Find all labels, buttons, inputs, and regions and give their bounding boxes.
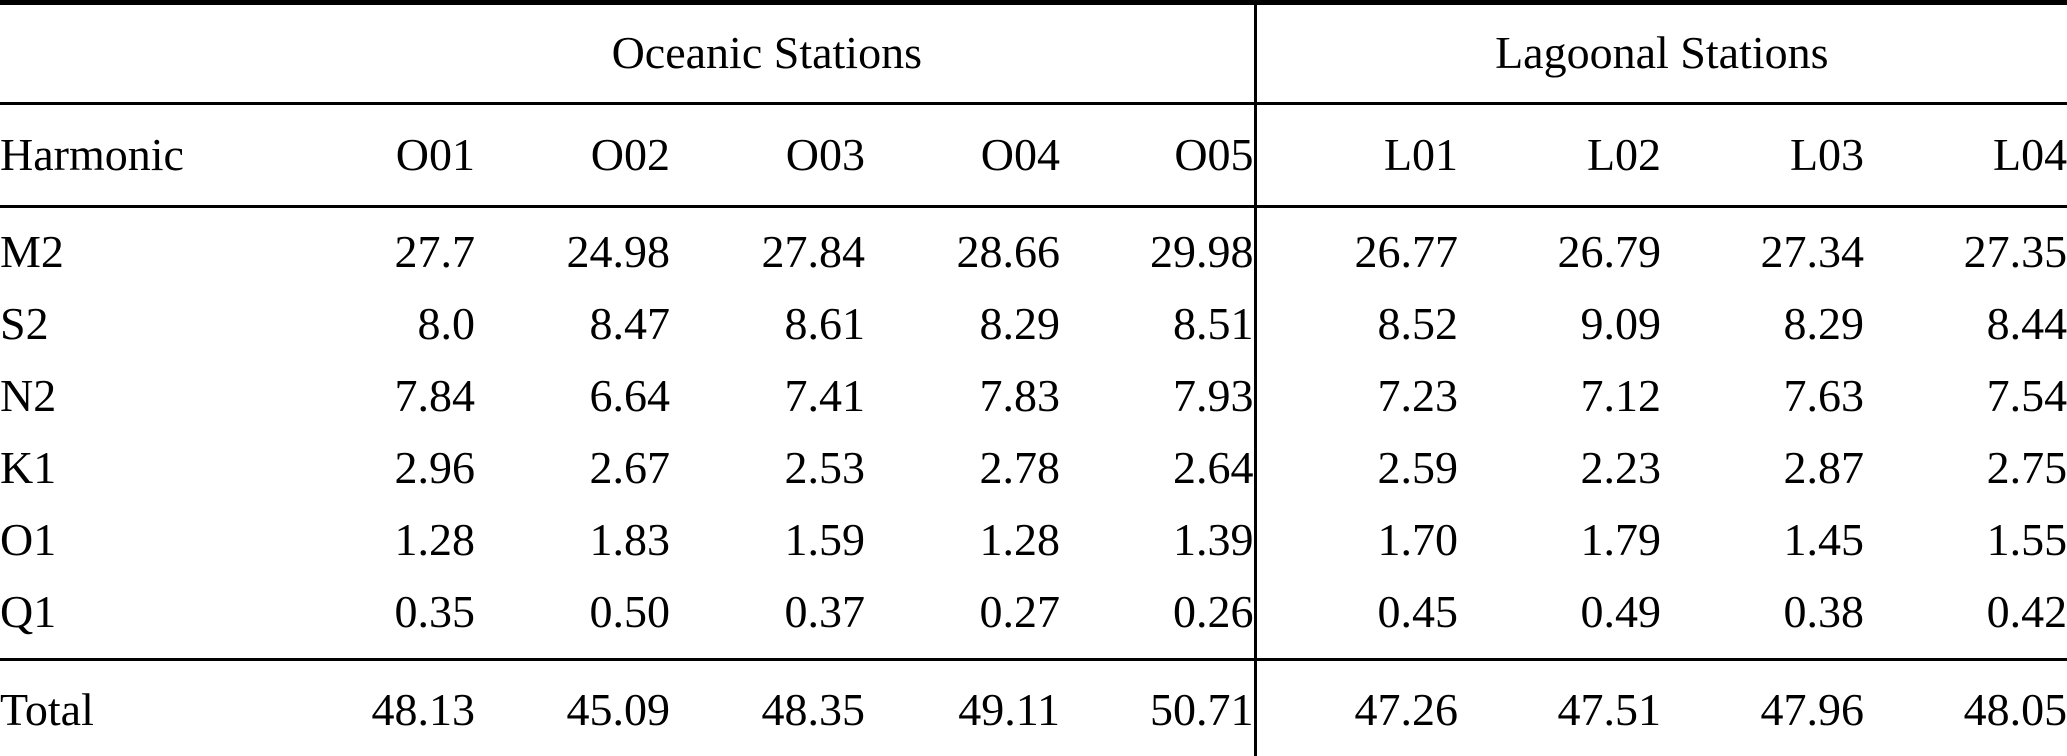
column-header: L01 <box>1253 103 1459 208</box>
table-row: M2 27.7 24.98 27.84 28.66 29.98 26.77 26.79 27.3… <box>0 206 2067 288</box>
column-header-row: Harmonic O01 O02 O03 O04 O05 L01 L02 L03 L04 <box>0 103 2067 208</box>
table-cell: 1.79 <box>1580 513 1662 565</box>
table-cell: 7.83 <box>979 369 1061 421</box>
table-cell: 8.47 <box>589 297 671 349</box>
table-cell: 7.63 <box>1783 369 1865 421</box>
table-cell: 1.39 <box>1173 513 1254 565</box>
table-cell: 2.59 <box>1253 432 1459 504</box>
table-cell: 0.26 <box>1173 585 1254 637</box>
total-cell: 47.51 <box>1458 658 1662 756</box>
table-cell: 1.83 <box>589 513 671 565</box>
table-cell: 8.61 <box>784 297 866 349</box>
table-cell: 2.23 <box>1580 441 1662 493</box>
table-cell: 1.55 <box>1986 513 2067 565</box>
table-cell: 1.28 <box>979 513 1061 565</box>
table-cell: 8.0 <box>417 297 476 349</box>
table-cell: 27.34 <box>1760 225 1865 277</box>
total-cell: 47.26 <box>1253 658 1459 756</box>
table-cell: 26.77 <box>1253 206 1459 288</box>
column-header-harmonic: Harmonic <box>0 103 280 208</box>
table-cell: 26.79 <box>1557 225 1662 277</box>
total-cell: 48.05 <box>1864 658 2067 756</box>
table-cell: 27.35 <box>1963 225 2067 277</box>
table-cell: 7.84 <box>394 369 476 421</box>
column-header: O03 <box>670 103 865 208</box>
table-cell: 8.44 <box>1986 297 2067 349</box>
column-header: O02 <box>475 103 670 208</box>
group-header-lagoonal: Lagoonal Stations <box>1253 2 2067 105</box>
column-header: O01 <box>280 103 475 208</box>
row-label: K1 <box>0 441 57 493</box>
table-cell: 7.41 <box>784 369 866 421</box>
table-cell: 8.29 <box>1783 297 1865 349</box>
table-cell: 27.84 <box>761 225 866 277</box>
table-cell: 0.35 <box>394 585 476 637</box>
table-cell: 29.98 <box>1150 225 1254 277</box>
row-label: N2 <box>0 369 57 421</box>
table-cell: 8.51 <box>1173 297 1254 349</box>
table-cell: 9.09 <box>1580 297 1662 349</box>
table-row: K1 2.96 2.67 2.53 2.78 2.64 2.59 2.23 2.87 2.75 <box>0 432 2067 504</box>
table-cell: 0.50 <box>589 585 671 637</box>
group-header-row: Oceanic Stations Lagoonal Stations <box>0 2 2067 105</box>
total-row: Total 48.13 45.09 48.35 49.11 50.71 47.26 47.5… <box>0 658 2067 756</box>
table-cell: 7.54 <box>1986 369 2067 421</box>
table-cell: 1.28 <box>394 513 476 565</box>
row-label: Q1 <box>0 585 57 637</box>
table-cell: 1.45 <box>1783 513 1865 565</box>
table-cell: 7.23 <box>1253 360 1459 432</box>
total-cell: 48.35 <box>670 658 865 756</box>
total-cell: 50.71 <box>1060 658 1256 756</box>
table-cell: 0.49 <box>1580 585 1662 637</box>
table-cell: 28.66 <box>956 225 1061 277</box>
table-cell: 2.64 <box>1173 441 1254 493</box>
column-header: L03 <box>1661 103 1865 208</box>
column-header: L04 <box>1864 103 2067 208</box>
column-header: L02 <box>1458 103 1662 208</box>
group-header-corner <box>0 2 280 105</box>
table-body: M2 27.7 24.98 27.84 28.66 29.98 26.77 26.79 27.3… <box>0 206 2067 660</box>
total-cell: 48.13 <box>280 658 475 756</box>
row-label: O1 <box>0 513 57 565</box>
table-cell: 8.29 <box>979 297 1061 349</box>
table-cell: 2.67 <box>589 441 671 493</box>
table-cell: 6.64 <box>589 369 671 421</box>
table-cell: 0.42 <box>1986 585 2067 637</box>
table-cell: 0.27 <box>979 585 1061 637</box>
total-cell: 47.96 <box>1661 658 1865 756</box>
table-cell: 7.12 <box>1580 369 1662 421</box>
table-cell: 2.87 <box>1783 441 1865 493</box>
column-header: O04 <box>865 103 1060 208</box>
table-cell: 0.45 <box>1253 576 1459 660</box>
row-label: M2 <box>0 225 64 277</box>
table-cell: 0.37 <box>784 585 866 637</box>
column-header: O05 <box>1060 103 1256 208</box>
table-row: S2 8.0 8.47 8.61 8.29 8.51 8.52 9.09 8.29 8.44 <box>0 288 2067 360</box>
table-cell: 1.59 <box>784 513 866 565</box>
table-cell: 2.96 <box>394 441 476 493</box>
table-cell: 2.75 <box>1986 441 2067 493</box>
table-cell: 1.70 <box>1253 504 1459 576</box>
table-cell: 27.7 <box>394 225 476 277</box>
table-cell: 7.93 <box>1173 369 1254 421</box>
table-cell: 2.53 <box>784 441 866 493</box>
table-row: O1 1.28 1.83 1.59 1.28 1.39 1.70 1.79 1.45 1.55 <box>0 504 2067 576</box>
table-cell: 2.78 <box>979 441 1061 493</box>
table-cell: 8.52 <box>1253 288 1459 360</box>
total-cell: 45.09 <box>475 658 670 756</box>
row-label: S2 <box>0 297 49 349</box>
group-header-oceanic: Oceanic Stations <box>280 2 1256 105</box>
table-row: N2 7.84 6.64 7.41 7.83 7.93 7.23 7.12 7.63 7.54 <box>0 360 2067 432</box>
table-row: Q1 0.35 0.50 0.37 0.27 0.26 0.45 0.49 0.38 0.42 <box>0 576 2067 660</box>
table-cell: 24.98 <box>566 225 671 277</box>
total-cell: 49.11 <box>865 658 1060 756</box>
table-cell: 0.38 <box>1783 585 1865 637</box>
total-row-label: Total <box>0 658 280 756</box>
